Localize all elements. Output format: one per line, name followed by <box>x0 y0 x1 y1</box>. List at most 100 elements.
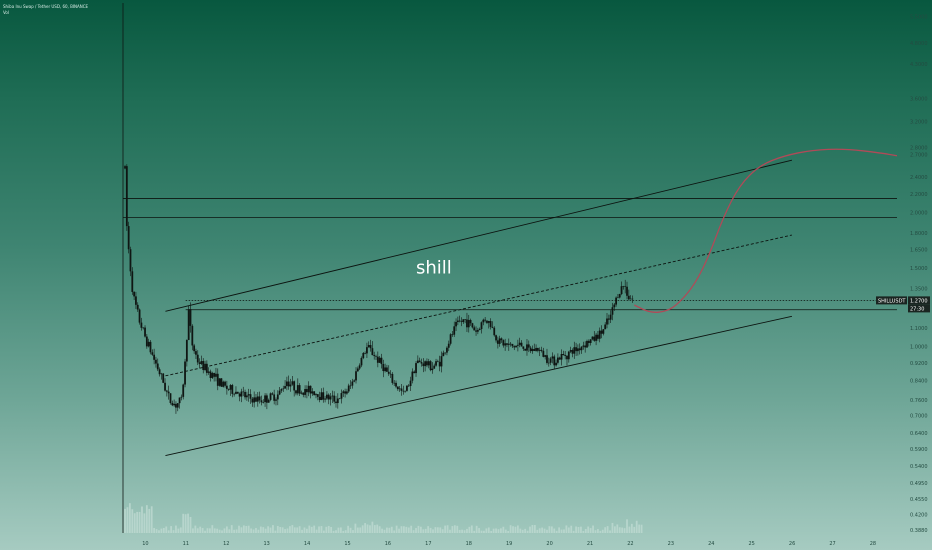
volume-bar <box>621 527 624 533</box>
volume-bar <box>369 525 371 533</box>
x-tick-label: 28 <box>870 541 876 547</box>
candle-body <box>620 286 623 295</box>
volume-bar <box>364 523 367 533</box>
volume-bar <box>143 513 146 533</box>
candle-body <box>149 341 152 353</box>
candle-body <box>300 392 303 394</box>
volume-bar <box>470 525 473 533</box>
volume-bar <box>415 528 417 533</box>
volume-bar <box>342 530 345 533</box>
volume-bar <box>257 529 260 533</box>
candle-body <box>131 271 134 292</box>
volume-bar <box>131 509 134 533</box>
x-tick-label: 14 <box>304 541 310 547</box>
candle-body <box>213 373 216 377</box>
volume-bar <box>626 519 628 533</box>
volume-bar <box>570 525 573 533</box>
volume-bar <box>187 513 189 533</box>
candle-body <box>449 334 452 344</box>
volume-bar <box>373 525 376 533</box>
candle-body <box>366 347 368 354</box>
candle-body <box>153 354 156 360</box>
symbol-tag: SHILLUSDT <box>878 298 906 304</box>
volume-bar <box>449 529 451 533</box>
volume-bar <box>584 528 587 533</box>
candle-body <box>476 330 479 332</box>
candle-body <box>285 381 288 387</box>
volume-bar <box>354 523 357 533</box>
volume-bar <box>128 503 131 533</box>
volume-bar <box>560 529 563 533</box>
volume-bar <box>383 529 386 533</box>
volume-bar <box>386 527 388 533</box>
candle-body <box>398 388 401 390</box>
volume-bar <box>480 530 483 533</box>
y-tick-label: 1.5000 <box>910 266 928 272</box>
volume-bar <box>155 529 158 533</box>
price-tag: 1.2700 <box>910 298 928 304</box>
candle-body <box>349 385 352 387</box>
volume-bar <box>349 527 352 533</box>
volume-bar <box>194 525 197 533</box>
volume-bar <box>284 529 286 533</box>
candle-body <box>195 351 197 355</box>
candle-body <box>196 354 199 363</box>
candle-body <box>240 391 243 397</box>
volume-bar <box>436 527 439 533</box>
candle-body <box>282 388 285 390</box>
volume-bar <box>330 526 333 533</box>
volume-bar <box>315 529 318 533</box>
candle-body <box>340 393 343 399</box>
candle-body <box>498 338 501 344</box>
volume-bar <box>521 529 524 533</box>
volume-bar <box>201 528 204 533</box>
x-tick-label: 15 <box>344 541 350 547</box>
candle-body <box>513 346 516 348</box>
volume-bar <box>589 528 592 533</box>
y-tick-label: 0.6400 <box>910 431 928 437</box>
volume-bar <box>410 525 413 533</box>
candle-body <box>509 343 512 345</box>
x-tick-label: 23 <box>668 541 674 547</box>
volume-bar <box>509 525 512 533</box>
volume-bar <box>572 530 575 533</box>
candle-body <box>369 345 372 349</box>
volume-bar <box>555 530 558 533</box>
candle-body <box>540 349 543 351</box>
volume-bar <box>616 524 619 533</box>
candle-body <box>158 369 161 375</box>
candle-body <box>251 398 254 403</box>
candle-body <box>629 298 632 300</box>
candle-body <box>205 363 208 373</box>
candle-body <box>236 391 239 394</box>
price-axis[interactable]: 5.5000 4.8000 4.3000 3.6000 3.2000 2.80002.70… <box>910 15 928 534</box>
volume-bar <box>327 525 330 533</box>
volume-bar <box>306 528 308 533</box>
price-tags: SHILLUSDT 1.2700 27:30 <box>876 296 930 313</box>
volume-bar <box>126 507 129 533</box>
candle-body <box>249 394 252 399</box>
volume-bar <box>371 521 374 533</box>
volume-bar <box>279 527 282 533</box>
candle-body <box>426 361 428 366</box>
candle-body <box>435 361 437 366</box>
candle-body <box>631 298 634 300</box>
candle-body <box>424 361 427 367</box>
candle-body <box>380 357 383 365</box>
candle-body <box>276 394 279 400</box>
time-axis[interactable]: 10 11 12 13 14 15 16 17 18 19 20 21 22 23 24 25 26 27 28 <box>142 541 876 547</box>
volume-bar <box>213 528 216 533</box>
candle-body <box>553 356 556 366</box>
candle-body <box>547 362 550 364</box>
volume-bar <box>310 526 313 533</box>
candle-body <box>567 351 570 360</box>
candle-body <box>307 385 310 393</box>
candle-body <box>562 354 565 356</box>
candle-body <box>289 384 292 387</box>
candle-body <box>362 353 365 358</box>
volume-bar <box>606 526 609 533</box>
x-tick-label: 24 <box>708 541 714 547</box>
volume-bar <box>361 525 364 533</box>
y-tick-label: 0.4200 <box>910 513 928 519</box>
